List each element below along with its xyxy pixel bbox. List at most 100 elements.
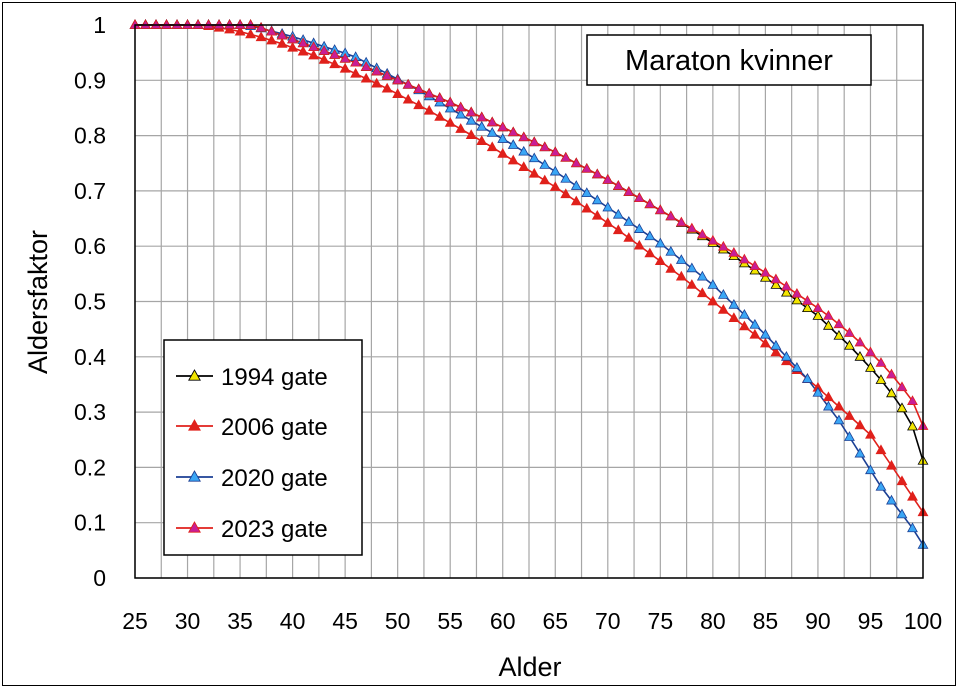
data-point bbox=[886, 494, 897, 505]
data-point bbox=[329, 49, 341, 59]
data-point bbox=[465, 106, 477, 117]
data-point bbox=[865, 362, 876, 372]
data-point bbox=[886, 459, 897, 470]
data-point bbox=[434, 92, 446, 102]
data-point bbox=[770, 273, 782, 284]
data-point bbox=[339, 52, 351, 63]
data-point bbox=[455, 123, 467, 133]
data-point bbox=[581, 202, 593, 213]
data-point bbox=[360, 72, 372, 83]
data-point bbox=[717, 303, 729, 314]
data-point bbox=[770, 339, 782, 350]
data-point bbox=[728, 247, 740, 257]
data-point bbox=[276, 37, 288, 48]
legend-label: 2020 gate bbox=[221, 465, 328, 492]
data-point bbox=[875, 374, 887, 384]
data-point bbox=[308, 49, 320, 60]
data-point bbox=[654, 255, 666, 266]
data-point bbox=[350, 56, 362, 67]
data-point bbox=[749, 318, 761, 329]
data-point bbox=[518, 161, 530, 172]
data-point bbox=[665, 263, 677, 273]
data-point bbox=[770, 279, 782, 289]
y-tick-label: 0.3 bbox=[74, 399, 106, 425]
data-point bbox=[675, 254, 687, 264]
data-point bbox=[308, 41, 320, 52]
data-point bbox=[875, 444, 887, 455]
data-point bbox=[570, 195, 582, 206]
data-point bbox=[623, 216, 635, 226]
data-point bbox=[486, 116, 498, 127]
data-point bbox=[896, 475, 908, 486]
series-markers bbox=[129, 19, 929, 549]
data-point bbox=[339, 62, 351, 73]
data-point bbox=[476, 111, 488, 122]
data-point bbox=[907, 420, 918, 431]
data-point bbox=[591, 209, 603, 220]
data-point bbox=[329, 58, 341, 69]
legend-marker bbox=[188, 521, 201, 533]
y-tick-label: 0.8 bbox=[74, 123, 106, 149]
data-point bbox=[518, 145, 530, 156]
x-tick-label: 60 bbox=[490, 608, 516, 634]
data-point bbox=[844, 410, 855, 420]
data-point bbox=[245, 28, 257, 39]
legend-label: 2023 gate bbox=[221, 516, 328, 543]
data-point bbox=[507, 126, 519, 137]
data-point bbox=[476, 120, 488, 131]
data-point bbox=[392, 74, 404, 85]
chart-title-box bbox=[586, 34, 872, 86]
data-point bbox=[686, 222, 698, 233]
data-point bbox=[381, 70, 393, 80]
data-point bbox=[602, 174, 614, 184]
data-point bbox=[434, 110, 446, 121]
data-point bbox=[297, 37, 309, 48]
data-point bbox=[549, 146, 561, 157]
data-point bbox=[844, 327, 855, 337]
x-tick-label: 50 bbox=[385, 608, 411, 634]
data-point bbox=[696, 228, 708, 239]
data-point bbox=[844, 431, 855, 441]
data-point bbox=[423, 87, 435, 98]
data-point bbox=[791, 287, 803, 298]
data-point bbox=[570, 157, 582, 168]
data-point bbox=[591, 168, 603, 179]
x-tick-label: 70 bbox=[595, 608, 621, 634]
y-tick-label: 0.4 bbox=[74, 344, 106, 370]
y-tick-label: 0.7 bbox=[74, 178, 106, 204]
data-point bbox=[266, 34, 278, 45]
data-point bbox=[255, 31, 267, 42]
data-point bbox=[780, 286, 792, 297]
data-point bbox=[844, 339, 855, 350]
data-point bbox=[907, 490, 918, 501]
data-point bbox=[728, 298, 740, 309]
data-point bbox=[234, 25, 246, 36]
data-point bbox=[801, 295, 813, 305]
data-point bbox=[759, 266, 771, 277]
data-point bbox=[497, 121, 509, 132]
x-tick-label: 95 bbox=[858, 608, 884, 634]
data-point bbox=[875, 480, 887, 491]
x-tick-label: 85 bbox=[753, 608, 779, 634]
data-point bbox=[518, 131, 530, 142]
legend-marker bbox=[188, 470, 201, 482]
data-point bbox=[823, 310, 834, 320]
data-point bbox=[444, 96, 456, 107]
y-tick-label: 0.6 bbox=[74, 233, 106, 259]
data-point bbox=[644, 230, 656, 241]
plot-border bbox=[134, 24, 924, 579]
data-point bbox=[812, 302, 824, 313]
data-point bbox=[812, 310, 824, 320]
data-point bbox=[823, 320, 834, 330]
data-point bbox=[759, 337, 771, 348]
data-point bbox=[707, 295, 719, 306]
data-point bbox=[633, 223, 645, 233]
data-point bbox=[812, 386, 824, 397]
data-point bbox=[633, 192, 645, 202]
x-tick-label: 75 bbox=[648, 608, 674, 634]
series-markers-3 bbox=[129, 19, 929, 430]
data-point bbox=[896, 508, 908, 519]
data-point bbox=[465, 129, 477, 139]
data-point bbox=[465, 114, 477, 125]
